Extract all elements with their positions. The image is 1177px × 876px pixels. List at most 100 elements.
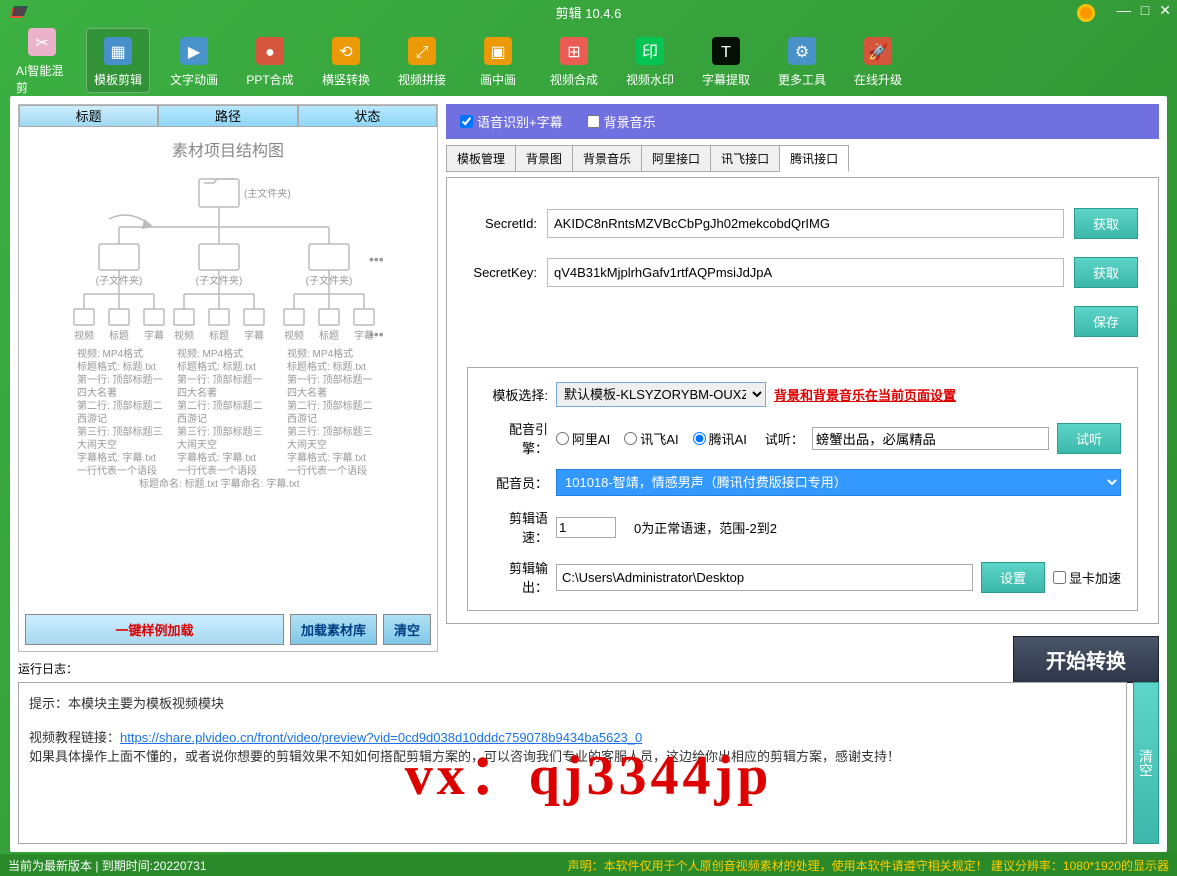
voice-label: 配音员：: [484, 473, 548, 492]
svg-text:第一行: 顶部标题一: 第一行: 顶部标题一: [177, 373, 263, 386]
tab-0[interactable]: 模板管理: [446, 145, 516, 172]
voice-select[interactable]: 101018-智靖，情感男声（腾讯付费版接口专用）: [556, 469, 1121, 496]
svg-text:标题: 标题: [319, 330, 339, 342]
svg-text:(主文件夹): (主文件夹): [244, 187, 291, 200]
voice-subtitle-checkbox[interactable]: 语音识别+字幕: [460, 112, 563, 131]
svg-text:•••: •••: [369, 251, 384, 267]
svg-text:🚀: 🚀: [868, 42, 888, 61]
table-header: 标题 路径 状态: [19, 105, 437, 127]
tool-11[interactable]: 🚀在线升级: [846, 29, 910, 92]
svg-text:四大名著: 四大名著: [77, 386, 117, 399]
svg-text:▶: ▶: [188, 44, 201, 61]
output-label: 剪辑输出：: [484, 558, 548, 596]
secretkey-input[interactable]: [547, 258, 1064, 287]
tool-1[interactable]: ▦模板剪辑: [86, 28, 150, 93]
svg-text:⤢: ⤢: [416, 44, 429, 61]
main-content: 标题 路径 状态 素材项目结构图 (主文件夹) (子文件夹)视频标题: [10, 96, 1167, 852]
svg-text:一行代表一个语段: 一行代表一个语段: [287, 464, 367, 477]
tab-1[interactable]: 背景图: [515, 145, 573, 172]
tool-8[interactable]: 印视频水印: [618, 29, 682, 92]
log-note: 如果具体操作上面不懂的，或者说你想要的剪辑效果不知如何搭配剪辑方案的，可以咨询我…: [29, 746, 1116, 765]
svg-text:视频: MP4格式: 视频: MP4格式: [287, 347, 353, 360]
gpu-checkbox[interactable]: 显卡加速: [1053, 568, 1121, 587]
svg-text:第一行: 顶部标题一: 第一行: 顶部标题一: [287, 373, 373, 386]
svg-text:•••: •••: [369, 326, 384, 342]
set-output-button[interactable]: 设置: [981, 562, 1045, 593]
engine-radio-2[interactable]: 腾讯AI: [693, 429, 747, 448]
svg-text:大闹天空: 大闹天空: [287, 438, 327, 451]
tool-icon-2: ▶: [176, 33, 212, 69]
svg-text:西游记: 西游记: [77, 412, 107, 425]
speed-label: 剪辑语速：: [484, 508, 548, 546]
secretid-label: SecretId:: [467, 216, 537, 231]
output-path-input[interactable]: [556, 564, 973, 591]
tool-icon-10: ⚙: [784, 33, 820, 69]
get-secretkey-button[interactable]: 获取: [1074, 257, 1138, 288]
load-sample-button[interactable]: 一键样例加载: [25, 614, 284, 645]
svg-text:⟲: ⟲: [339, 44, 353, 61]
tool-4[interactable]: ⟲横竖转换: [314, 29, 378, 92]
titlebar: 剪辑 10.4.6 — □ ✕: [0, 0, 1177, 24]
tutorial-link[interactable]: https://share.plvideo.cn/front/video/pre…: [120, 730, 642, 745]
preview-button[interactable]: 试听: [1057, 423, 1121, 454]
save-button[interactable]: 保存: [1074, 306, 1138, 337]
speed-note: 0为正常语速，范围-2到2: [634, 518, 777, 537]
svg-text:第三行: 顶部标题三: 第三行: 顶部标题三: [287, 425, 373, 438]
tool-5[interactable]: ⤢视频拼接: [390, 29, 454, 92]
svg-text:西游记: 西游记: [177, 412, 207, 425]
svg-text:⊞: ⊞: [567, 44, 580, 61]
tool-9[interactable]: T字幕提取: [694, 29, 758, 92]
tool-10[interactable]: ⚙更多工具: [770, 29, 834, 92]
config-box: 模板选择: 默认模板-KLSYZORYBM-OUXZQVD 背景和背景音乐在当前…: [467, 367, 1138, 611]
tool-icon-7: ⊞: [556, 33, 592, 69]
engine-radio-1[interactable]: 讯飞AI: [624, 429, 678, 448]
svg-text:●: ●: [265, 44, 275, 61]
bgm-checkbox[interactable]: 背景音乐: [587, 112, 656, 131]
minimize-button[interactable]: —: [1117, 2, 1131, 19]
svg-text:标题: 标题: [109, 330, 129, 342]
tool-2[interactable]: ▶文字动画: [162, 29, 226, 92]
status-right: 声明：本软件仅用于个人原创音视频素材的处理，使用本软件请遵守相关规定！ 建议分辨…: [568, 857, 1169, 874]
svg-text:▣: ▣: [490, 44, 505, 61]
template-select[interactable]: 默认模板-KLSYZORYBM-OUXZQVD: [556, 382, 766, 407]
left-panel-buttons: 一键样例加载 加载素材库 清空: [19, 608, 437, 651]
svg-text:标题格式: 标题.txt: 标题格式: 标题.txt: [287, 360, 366, 373]
engine-radio-0[interactable]: 阿里AI: [556, 429, 610, 448]
svg-text:一行代表一个语段: 一行代表一个语段: [77, 464, 157, 477]
svg-text:视频: MP4格式: 视频: MP4格式: [77, 347, 143, 360]
svg-text:印: 印: [642, 43, 658, 61]
tab-5[interactable]: 腾讯接口: [779, 145, 849, 172]
secretid-input[interactable]: [547, 209, 1064, 238]
tool-6[interactable]: ▣画中画: [466, 29, 530, 92]
maximize-button[interactable]: □: [1141, 2, 1149, 19]
svg-text:视频: 视频: [74, 329, 94, 342]
svg-text:四大名著: 四大名著: [177, 386, 217, 399]
speed-input[interactable]: [556, 517, 616, 538]
load-library-button[interactable]: 加载素材库: [290, 614, 377, 645]
preview-input[interactable]: [812, 427, 1049, 450]
tool-7[interactable]: ⊞视频合成: [542, 29, 606, 92]
svg-text:视频: 视频: [284, 329, 304, 342]
svg-text:标题格式: 标题.txt: 标题格式: 标题.txt: [177, 360, 256, 373]
get-secretid-button[interactable]: 获取: [1074, 208, 1138, 239]
log-label: 运行日志：: [18, 660, 78, 677]
tabs: 模板管理背景图背景音乐阿里接口讯飞接口腾讯接口: [446, 145, 1159, 172]
svg-text:西游记: 西游记: [287, 412, 317, 425]
tab-3[interactable]: 阿里接口: [641, 145, 711, 172]
svg-text:字幕格式: 字幕.txt: 字幕格式: 字幕.txt: [287, 451, 366, 464]
tool-icon-11: 🚀: [860, 33, 896, 69]
structure-title: 素材项目结构图: [29, 137, 427, 161]
close-button[interactable]: ✕: [1159, 2, 1171, 19]
badge-icon: [1075, 2, 1097, 24]
left-panel: 标题 路径 状态 素材项目结构图 (主文件夹) (子文件夹)视频标题: [18, 104, 438, 652]
window-controls: — □ ✕: [1117, 2, 1171, 19]
tab-2[interactable]: 背景音乐: [572, 145, 642, 172]
clear-button[interactable]: 清空: [383, 614, 431, 645]
right-panel: 语音识别+字幕 背景音乐 模板管理背景图背景音乐阿里接口讯飞接口腾讯接口 Sec…: [446, 104, 1159, 652]
svg-text:字幕: 字幕: [144, 329, 164, 342]
tool-0[interactable]: ✂AI智能混剪: [10, 20, 74, 100]
tool-3[interactable]: ●PPT合成: [238, 29, 302, 92]
log-clear-button[interactable]: 清空: [1133, 682, 1159, 844]
tab-4[interactable]: 讯飞接口: [710, 145, 780, 172]
col-path: 路径: [158, 105, 297, 127]
